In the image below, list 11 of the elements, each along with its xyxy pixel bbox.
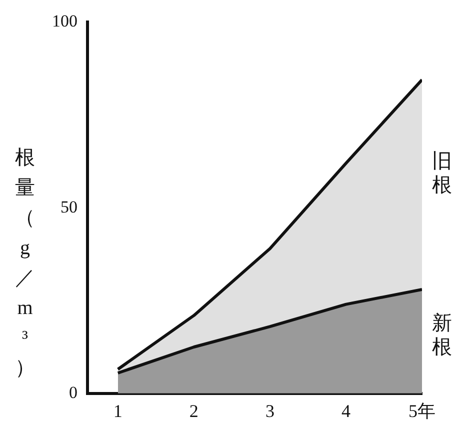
y-tick-label: 0	[69, 382, 78, 402]
x-tick-label: 4	[341, 400, 350, 421]
series-label: 新根	[432, 312, 452, 358]
y-tick-label: 100	[52, 12, 78, 31]
series-label: 旧根	[432, 150, 452, 196]
x-tick-label: 3	[265, 400, 274, 421]
x-tick-label: 1	[113, 400, 122, 421]
y-tick-label: 50	[60, 197, 78, 216]
x-tick-label: 5年	[408, 400, 436, 421]
y-axis-title: 根量（g／m³）	[14, 146, 36, 381]
x-tick-label: 2	[189, 400, 198, 421]
